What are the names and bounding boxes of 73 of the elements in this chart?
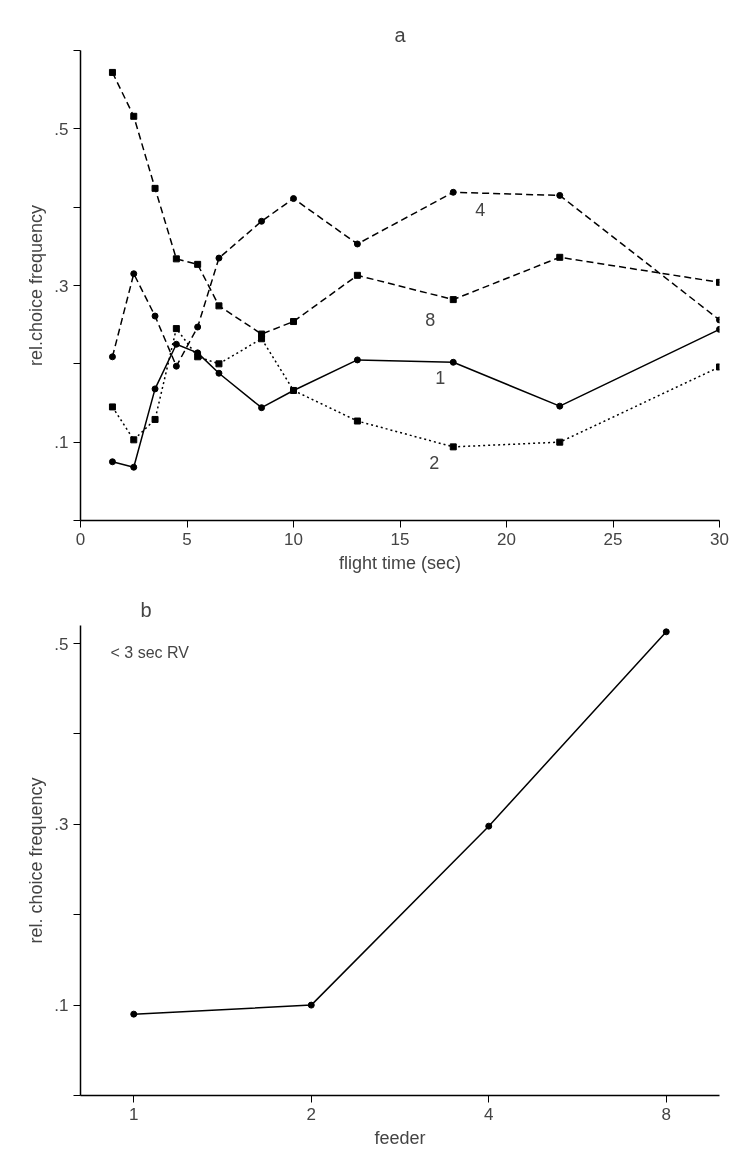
point <box>215 360 223 368</box>
point <box>449 296 457 304</box>
point <box>258 330 266 338</box>
point <box>290 386 297 394</box>
point <box>172 340 180 348</box>
y-tick-label: .3 <box>54 815 69 835</box>
point <box>108 353 116 361</box>
point <box>172 255 180 263</box>
point <box>449 188 457 196</box>
point <box>556 402 564 410</box>
point <box>194 353 202 361</box>
x-tick-label: 20 <box>497 529 516 549</box>
chart-title: b <box>140 598 152 621</box>
point <box>449 358 457 366</box>
point <box>194 323 202 331</box>
series-label: 2 <box>429 452 440 473</box>
point <box>151 415 159 423</box>
series-label: 8 <box>425 309 436 330</box>
x-tick-label: 15 <box>390 529 410 549</box>
point <box>556 191 564 199</box>
point <box>108 403 116 411</box>
x-axis-title: feeder <box>374 1127 426 1148</box>
x-tick-label: 4 <box>484 1104 494 1124</box>
x-tick-label: 5 <box>182 529 192 549</box>
point <box>449 443 457 451</box>
point <box>353 240 361 248</box>
point <box>130 436 138 444</box>
point <box>151 312 159 320</box>
point <box>662 628 670 636</box>
point <box>556 438 564 446</box>
x-tick-label: 8 <box>661 1104 671 1124</box>
x-tick-label: 30 <box>710 529 729 549</box>
point <box>353 271 361 279</box>
series-label: 1 <box>435 368 446 389</box>
point <box>290 195 297 203</box>
point <box>353 356 361 364</box>
point <box>215 254 223 262</box>
point <box>307 1001 315 1009</box>
point <box>290 318 297 326</box>
point <box>108 458 116 466</box>
y-tick-label: .1 <box>54 433 69 453</box>
x-tick-label: 1 <box>129 1104 139 1124</box>
y-tick-label: .5 <box>54 119 69 139</box>
y-axis-title: rel.choice frequency <box>26 204 47 367</box>
point <box>258 217 266 225</box>
point <box>130 463 138 471</box>
point <box>172 325 180 333</box>
x-tick-label: 2 <box>306 1104 316 1124</box>
y-tick-label: .5 <box>54 634 69 654</box>
y-axis-title: rel. choice frequency <box>26 777 47 944</box>
annotation: < 3 sec RV <box>110 643 190 661</box>
point <box>108 68 116 76</box>
point <box>215 302 223 310</box>
point <box>172 362 180 370</box>
series-label: 4 <box>475 200 486 221</box>
point <box>130 270 138 278</box>
x-tick-label: 10 <box>284 529 303 549</box>
y-tick-label: .1 <box>54 996 69 1016</box>
point <box>151 184 159 192</box>
point <box>485 822 493 830</box>
chart-title: a <box>394 23 407 46</box>
point <box>130 1010 138 1018</box>
point <box>556 253 564 261</box>
point <box>151 385 159 393</box>
point <box>258 404 266 412</box>
point <box>353 417 361 425</box>
point <box>215 369 223 377</box>
x-tick-label: 0 <box>75 529 86 549</box>
y-tick-label: .3 <box>54 276 69 296</box>
x-tick-label: 25 <box>603 529 623 549</box>
point <box>130 112 138 120</box>
x-axis-title: flight time (sec) <box>338 552 462 573</box>
point <box>194 260 202 268</box>
